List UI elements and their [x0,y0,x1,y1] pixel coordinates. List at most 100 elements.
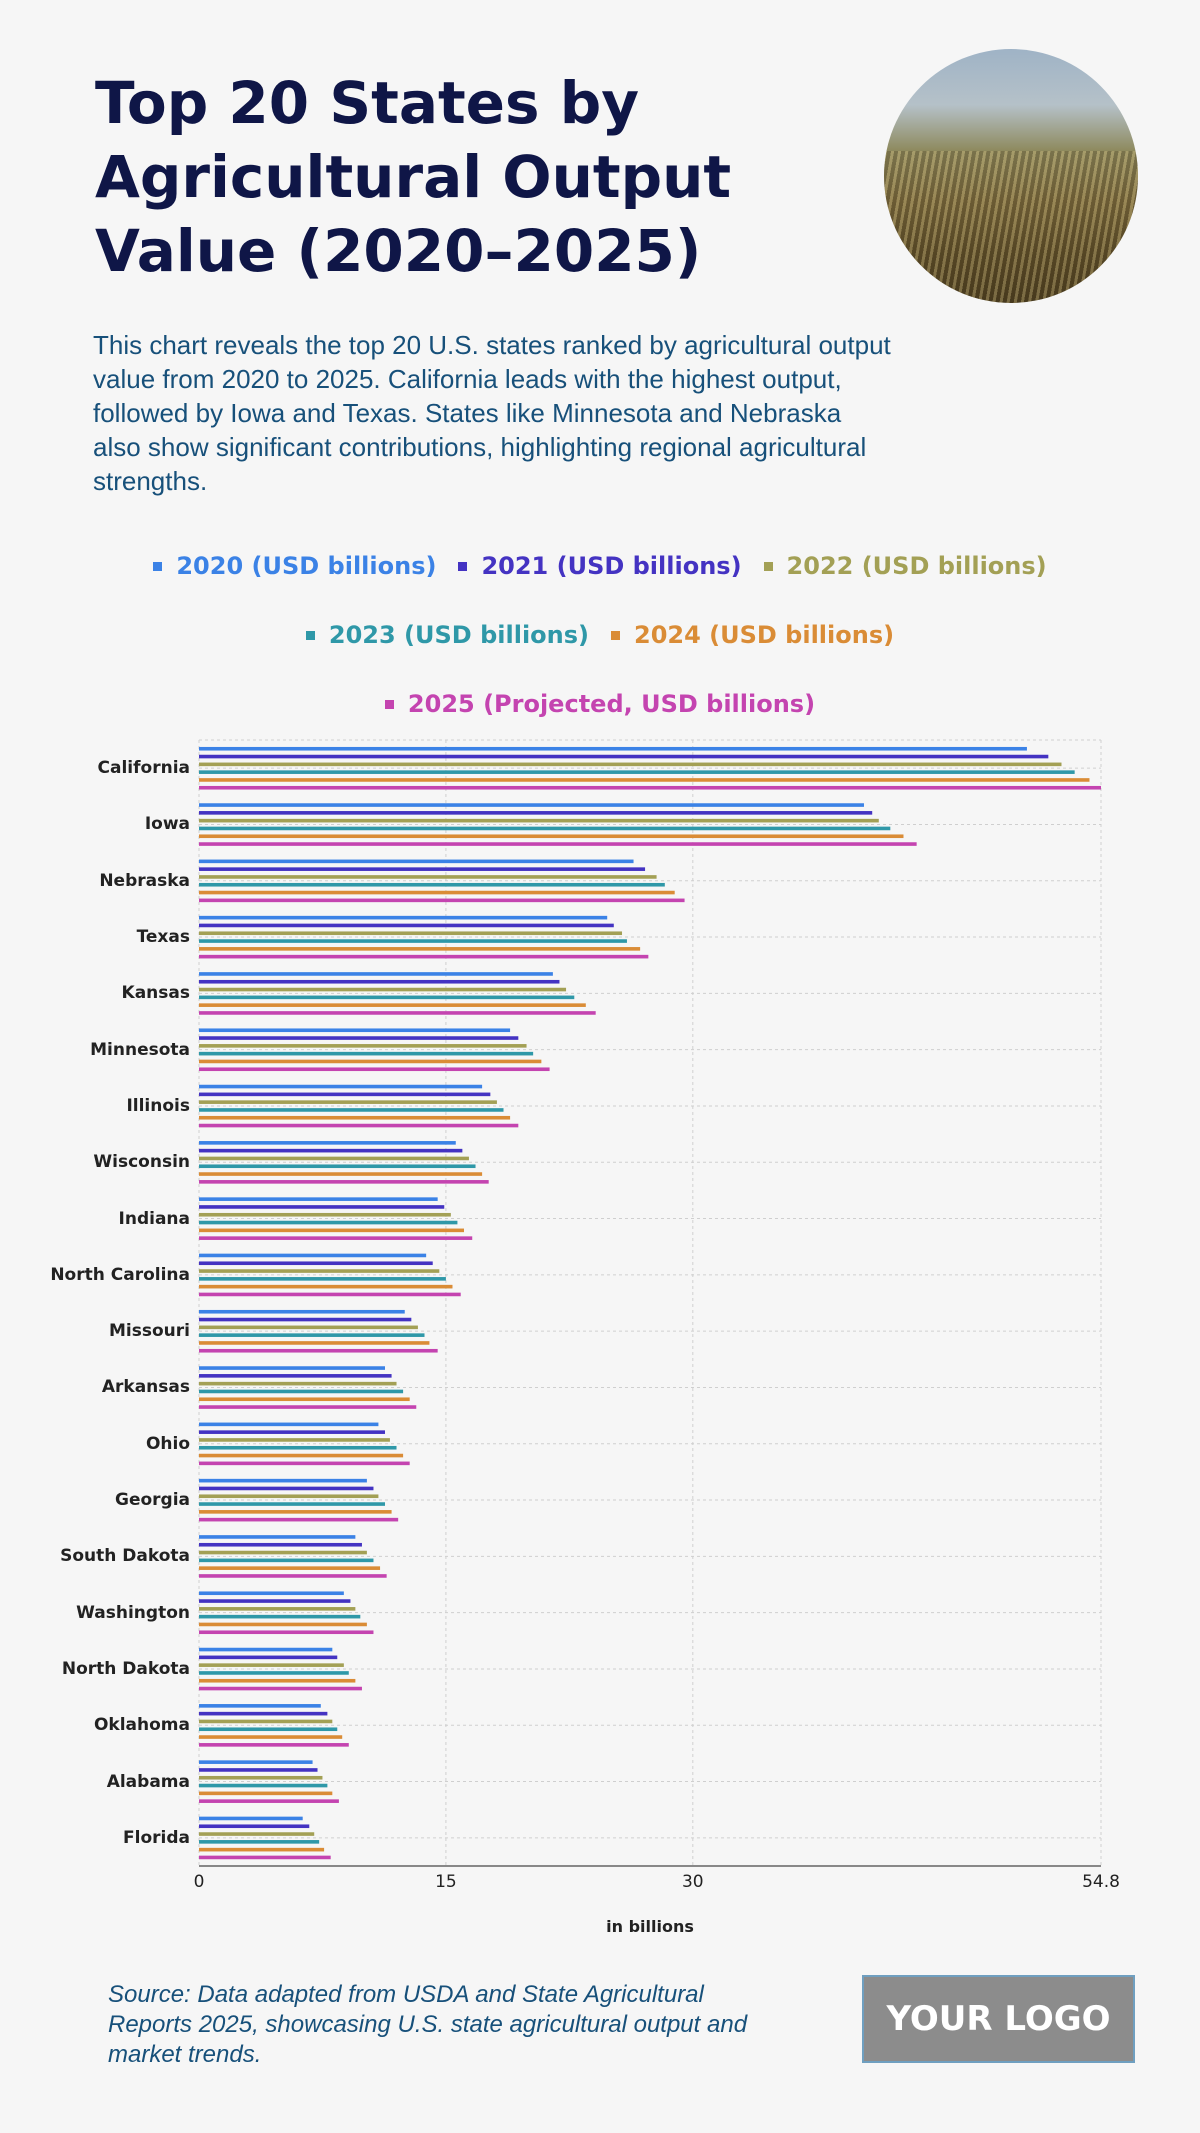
bar [199,1566,381,1570]
bar [199,931,623,936]
bar [199,1205,445,1209]
legend-swatch [384,699,394,709]
bar [199,1374,392,1378]
bar [199,1164,476,1169]
bar [199,954,649,959]
bar [199,1028,511,1033]
bar [199,1607,356,1611]
legend-label: 2025 (Projected, USD billions) [407,690,816,718]
bar [199,1292,461,1297]
legend-item[interactable]: 2021 (USD billions) [458,552,742,580]
legend-label: 2022 (USD billions) [786,552,1047,580]
bar [199,1381,397,1386]
bar [199,1816,303,1821]
bar [199,1517,399,1522]
category-label: Oklahoma [93,1715,190,1736]
category-label: Kansas [121,983,190,1004]
tick-label: 30 [681,1872,704,1892]
tick-label: 54.8 [1082,1872,1120,1892]
bar [199,826,891,831]
bar [199,1220,458,1225]
bar [199,762,1062,767]
legend-item[interactable]: 2023 (USD billions) [305,621,589,649]
bar [199,1003,586,1007]
bar [199,1719,333,1724]
bar [199,1325,418,1330]
bar [199,1840,320,1844]
legend-label: 2023 (USD billions) [328,621,589,649]
bar [199,882,665,887]
bar [199,1430,385,1434]
legend-label: 2024 (USD billions) [634,621,895,649]
bar [199,1599,351,1603]
bar [199,1855,331,1860]
bar [199,1663,344,1667]
category-label: Missouri [109,1321,190,1342]
category-label: Texas [136,927,190,948]
bar [199,1148,463,1153]
bar [199,995,575,1000]
bar [199,1044,527,1048]
bar [199,1059,542,1064]
wheat-field-image [884,49,1138,303]
logo: YOUR LOGO [862,1975,1135,2063]
category-label: Georgia [114,1490,190,1511]
category-label: Wisconsin [93,1152,190,1173]
bar [199,1261,433,1266]
legend-swatch [763,561,773,571]
bar [199,1630,374,1635]
bar [199,1309,405,1314]
source-note: Source: Data adapted from USDA and State… [108,1981,748,2068]
legend-item[interactable]: 2024 (USD billions) [611,621,894,649]
bar [199,1092,491,1097]
bar [199,1775,323,1780]
bar [199,1366,385,1370]
bar [199,1768,318,1772]
legend-item[interactable]: 2025 (Projected, USD billions) [384,690,816,718]
bar [199,1405,417,1409]
bar [199,1783,328,1788]
bar [199,1141,456,1145]
category-label: Florida [123,1827,190,1848]
bar [199,746,1027,751]
bar [199,867,646,871]
bar [199,1727,338,1732]
bar [199,1197,438,1201]
bar [199,1678,356,1683]
bar [199,778,1090,782]
category-label: Iowa [144,814,190,835]
bar [199,898,685,903]
bar [199,1067,550,1072]
bar [199,1100,497,1104]
bar [199,1284,453,1289]
category-label: Nebraska [99,870,190,891]
bar [199,1333,425,1337]
bar [199,1591,344,1596]
legend-swatch [458,561,468,571]
legend-label: 2021 (USD billions) [481,552,742,580]
legend-item[interactable]: 2022 (USD billions) [763,552,1047,580]
bar [199,1824,310,1829]
bar [199,1711,328,1716]
category-label: Alabama [106,1771,190,1792]
bar [199,987,567,992]
bar [199,1123,519,1128]
legend-item[interactable]: 2020 (USD billions) [153,552,436,580]
bar [199,1502,385,1506]
bar [199,923,614,928]
category-label: Ohio [145,1433,190,1454]
category-label: Indiana [118,1208,190,1229]
bar [199,1341,430,1345]
bar [199,1461,410,1466]
bar [199,1011,596,1015]
bar [199,890,675,895]
bar [199,1486,374,1491]
bar [199,1212,451,1217]
legend-row: 2023 (USD billions) 2024 (USD billions) [0,621,1200,649]
x-axis-title: in billions [606,1917,694,1936]
bar [199,875,657,879]
bar [199,1253,427,1258]
bar [199,1655,338,1660]
page-title: Top 20 States by Agricultural Output Val… [95,69,732,285]
bar [199,1542,362,1547]
